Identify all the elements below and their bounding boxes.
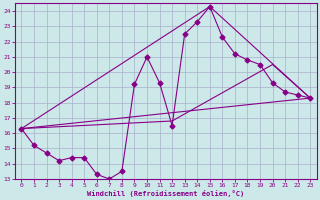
X-axis label: Windchill (Refroidissement éolien,°C): Windchill (Refroidissement éolien,°C)	[87, 190, 244, 197]
